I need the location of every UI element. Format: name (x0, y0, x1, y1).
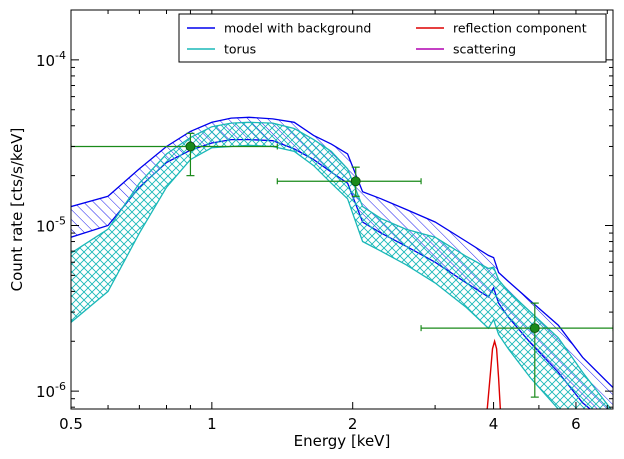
x-tick-label: 1 (207, 415, 217, 433)
plot-area (71, 116, 613, 409)
data-marker (185, 141, 196, 152)
legend-label: reflection component (453, 21, 587, 36)
x-tick-label: 0.5 (59, 415, 83, 433)
y-axis-label: Count rate [cts/s/keV] (8, 128, 26, 292)
x-tick-label: 2 (348, 415, 358, 433)
band-upper-0 (71, 116, 613, 389)
legend-entry: torus (187, 42, 256, 57)
y-tick-label: 10-4 (36, 49, 66, 70)
legend-entry: scattering (416, 42, 516, 57)
x-axis-label: Energy [keV] (294, 432, 391, 450)
legend-label: torus (224, 42, 256, 57)
legend-label: model with background (224, 21, 371, 36)
y-tick-label: 10-6 (36, 380, 66, 401)
band-fill-1 (71, 122, 611, 409)
data-marker (350, 176, 361, 187)
band-lower-1 (71, 144, 560, 409)
series-line-2 (486, 338, 502, 409)
band-upper-1 (71, 121, 612, 409)
legend-box (178, 13, 607, 63)
legend-label: scattering (453, 42, 516, 57)
x-tick-label: 6 (571, 415, 581, 433)
legend-entry: model with background (187, 21, 371, 36)
tick-labels: 0.5 1 2 4 6 10-6 10-5 10-4 (36, 49, 581, 433)
data-point-0 (71, 132, 278, 177)
legend-entry: reflection component (416, 21, 587, 36)
x-tick-label: 4 (489, 415, 499, 433)
axes-frame (70, 9, 614, 410)
ticks (70, 9, 613, 409)
y-tick-label: 10-5 (36, 214, 66, 235)
data-marker (529, 323, 540, 334)
data-point-1 (276, 166, 422, 197)
legend: model with background reflection componen… (178, 13, 607, 63)
data-point-2 (420, 302, 613, 398)
